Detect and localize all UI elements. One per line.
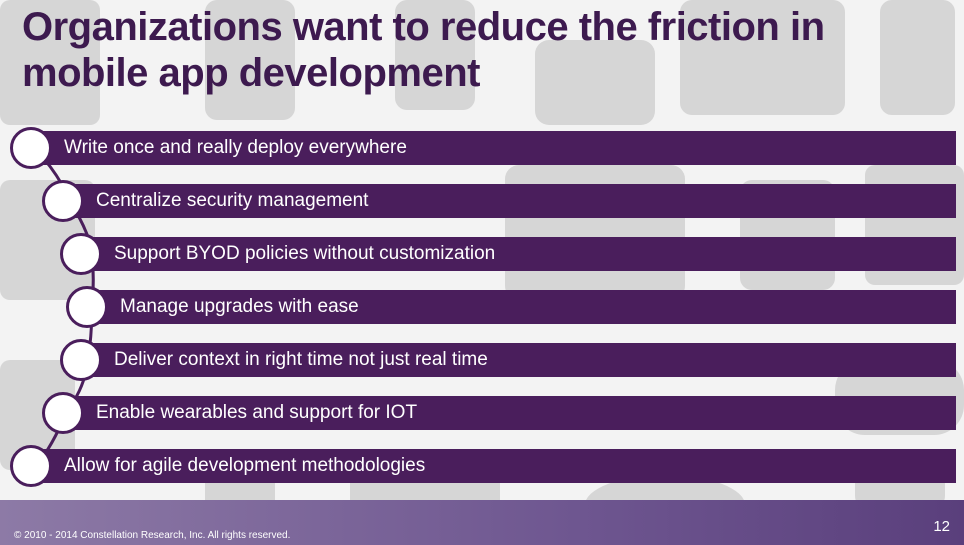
list-item: Support BYOD policies without customizat…: [60, 233, 956, 275]
list-item-label: Manage upgrades with ease: [120, 296, 359, 317]
bullet-circle: [42, 180, 84, 222]
list-item-label: Enable wearables and support for IOT: [96, 402, 418, 423]
footer-bar: © 2010 - 2014 Constellation Research, In…: [0, 500, 964, 545]
tablet-icon: [680, 0, 845, 115]
list-item: Centralize security management: [42, 180, 956, 222]
list-item-label: Write once and really deploy everywhere: [64, 137, 407, 158]
list-item-label: Deliver context in right time not just r…: [114, 349, 488, 370]
list-item: Deliver context in right time not just r…: [60, 339, 956, 381]
smartphone-icon: [205, 0, 295, 120]
tablet-icon: [0, 0, 100, 125]
list-item: Manage upgrades with ease: [66, 286, 956, 328]
bullet-circle: [60, 339, 102, 381]
bullet-circle: [42, 392, 84, 434]
bullet-circle: [10, 445, 52, 487]
smartphone-icon: [395, 0, 475, 110]
list-item-label: Support BYOD policies without customizat…: [114, 243, 496, 264]
list-item: Enable wearables and support for IOT: [42, 392, 956, 434]
page-number: 12: [933, 518, 950, 535]
list-item-label: Allow for agile development methodologie…: [64, 455, 426, 476]
bullet-circle: [10, 127, 52, 169]
feature-phone-icon: [880, 0, 955, 115]
bullet-circle: [66, 286, 108, 328]
copyright-text: © 2010 - 2014 Constellation Research, In…: [14, 530, 291, 541]
bullet-circle: [60, 233, 102, 275]
list-item: Write once and really deploy everywhere: [10, 127, 956, 169]
list-item: Allow for agile development methodologie…: [10, 445, 956, 487]
smartphone-icon: [535, 40, 655, 125]
slide-title: Organizations want to reduce the frictio…: [22, 5, 825, 95]
list-item-label: Centralize security management: [96, 190, 369, 211]
